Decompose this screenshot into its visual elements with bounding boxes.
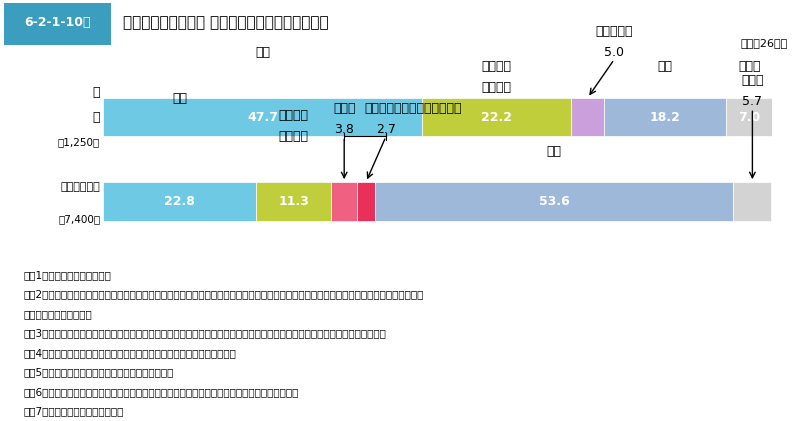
Bar [571, 98, 604, 136]
Text: 飲食店等: 飲食店等 [279, 131, 309, 144]
Text: 強制わいせつ: 強制わいせつ [60, 182, 100, 192]
Bar [103, 182, 256, 221]
Bar [4, 3, 111, 45]
Bar [423, 98, 571, 136]
Text: （7,400）: （7,400） [58, 214, 100, 224]
Text: 交通機関等: 交通機関等 [595, 25, 633, 38]
Text: 強: 強 [92, 86, 100, 99]
Bar [726, 98, 773, 136]
Text: 住宅: 住宅 [172, 92, 187, 105]
Bar [357, 182, 375, 221]
Text: 5.7: 5.7 [743, 96, 763, 108]
Text: 2　「ホテル・飲食店等」は，一般ホテル・旅館，モーテル・ラブホテル，カラオケボックス，飲食店等の生活環境営業及び一般事務所，: 2 「ホテル・飲食店等」は，一般ホテル・旅館，モーテル・ラブホテル，カラオケボッ… [24, 289, 424, 299]
Text: 22.2: 22.2 [481, 111, 512, 124]
Text: 3.8: 3.8 [334, 123, 354, 136]
Text: ホテル・: ホテル・ [482, 60, 512, 73]
Bar [331, 182, 357, 221]
Text: 2.7: 2.7 [376, 123, 396, 136]
Text: （平成26年）: （平成26年） [741, 38, 788, 48]
Bar [375, 182, 733, 221]
Text: 5　「その他」は，地下街・地下通路等である。: 5 「その他」は，地下街・地下通路等である。 [24, 367, 174, 377]
Text: ホテル・: ホテル・ [279, 109, 309, 123]
Text: 注　1　警察庁の統計による。: 注 1 警察庁の統計による。 [24, 270, 111, 280]
Bar [604, 98, 726, 136]
Text: 18.2: 18.2 [650, 111, 681, 124]
Text: 住宅: 住宅 [256, 46, 271, 59]
Text: 53.6: 53.6 [539, 195, 569, 208]
Text: その他: その他 [741, 75, 763, 87]
Text: 11.3: 11.3 [279, 195, 309, 208]
Text: 6　「強制わいせつ」における「電車内」は，地下鉄内，新幹線内，その他の列車内をいう。: 6 「強制わいせつ」における「電車内」は，地下鉄内，新幹線内，その他の列車内をい… [24, 387, 299, 397]
Text: 商店等をいう。: 商店等をいう。 [24, 309, 92, 319]
Text: 6-2-1-10図: 6-2-1-10図 [25, 16, 91, 29]
Text: （1,250）: （1,250） [58, 137, 100, 147]
Text: 交通機関等（電車内を除く）: 交通機関等（電車内を除く） [364, 102, 462, 115]
Text: その他: その他 [738, 60, 761, 73]
Text: 強姦・強制わいせつ 認知件数の発生場所別構成比: 強姦・強制わいせつ 認知件数の発生場所別構成比 [123, 15, 329, 30]
Text: 姦: 姦 [92, 111, 100, 124]
Text: 5.0: 5.0 [604, 46, 624, 59]
Bar [733, 182, 771, 221]
Text: 電車内: 電車内 [333, 102, 356, 115]
Text: 47.7: 47.7 [248, 111, 279, 124]
Text: 4　「屋外」は，道路上，駐車（輪）場，都市公園及び空き地をいう。: 4 「屋外」は，道路上，駐車（輪）場，都市公園及び空き地をいう。 [24, 348, 236, 358]
Text: 飲食店等: 飲食店等 [482, 81, 512, 94]
Text: 屋外: 屋外 [547, 144, 562, 157]
Text: 屋外: 屋外 [657, 60, 673, 73]
Text: 3　「交通機関等」は，電車内，駅，その他の鉄道施設，空港，航空機内，海港，船舶内，バス内及びタクシー内等をいう。: 3 「交通機関等」は，電車内，駅，その他の鉄道施設，空港，航空機内，海港，船舶内… [24, 328, 387, 338]
Text: 22.8: 22.8 [164, 195, 195, 208]
Bar [256, 182, 331, 221]
Text: 7.0: 7.0 [738, 111, 760, 124]
Text: 7　（　）内は，実数である。: 7 （ ）内は，実数である。 [24, 406, 124, 416]
Bar [103, 98, 423, 136]
